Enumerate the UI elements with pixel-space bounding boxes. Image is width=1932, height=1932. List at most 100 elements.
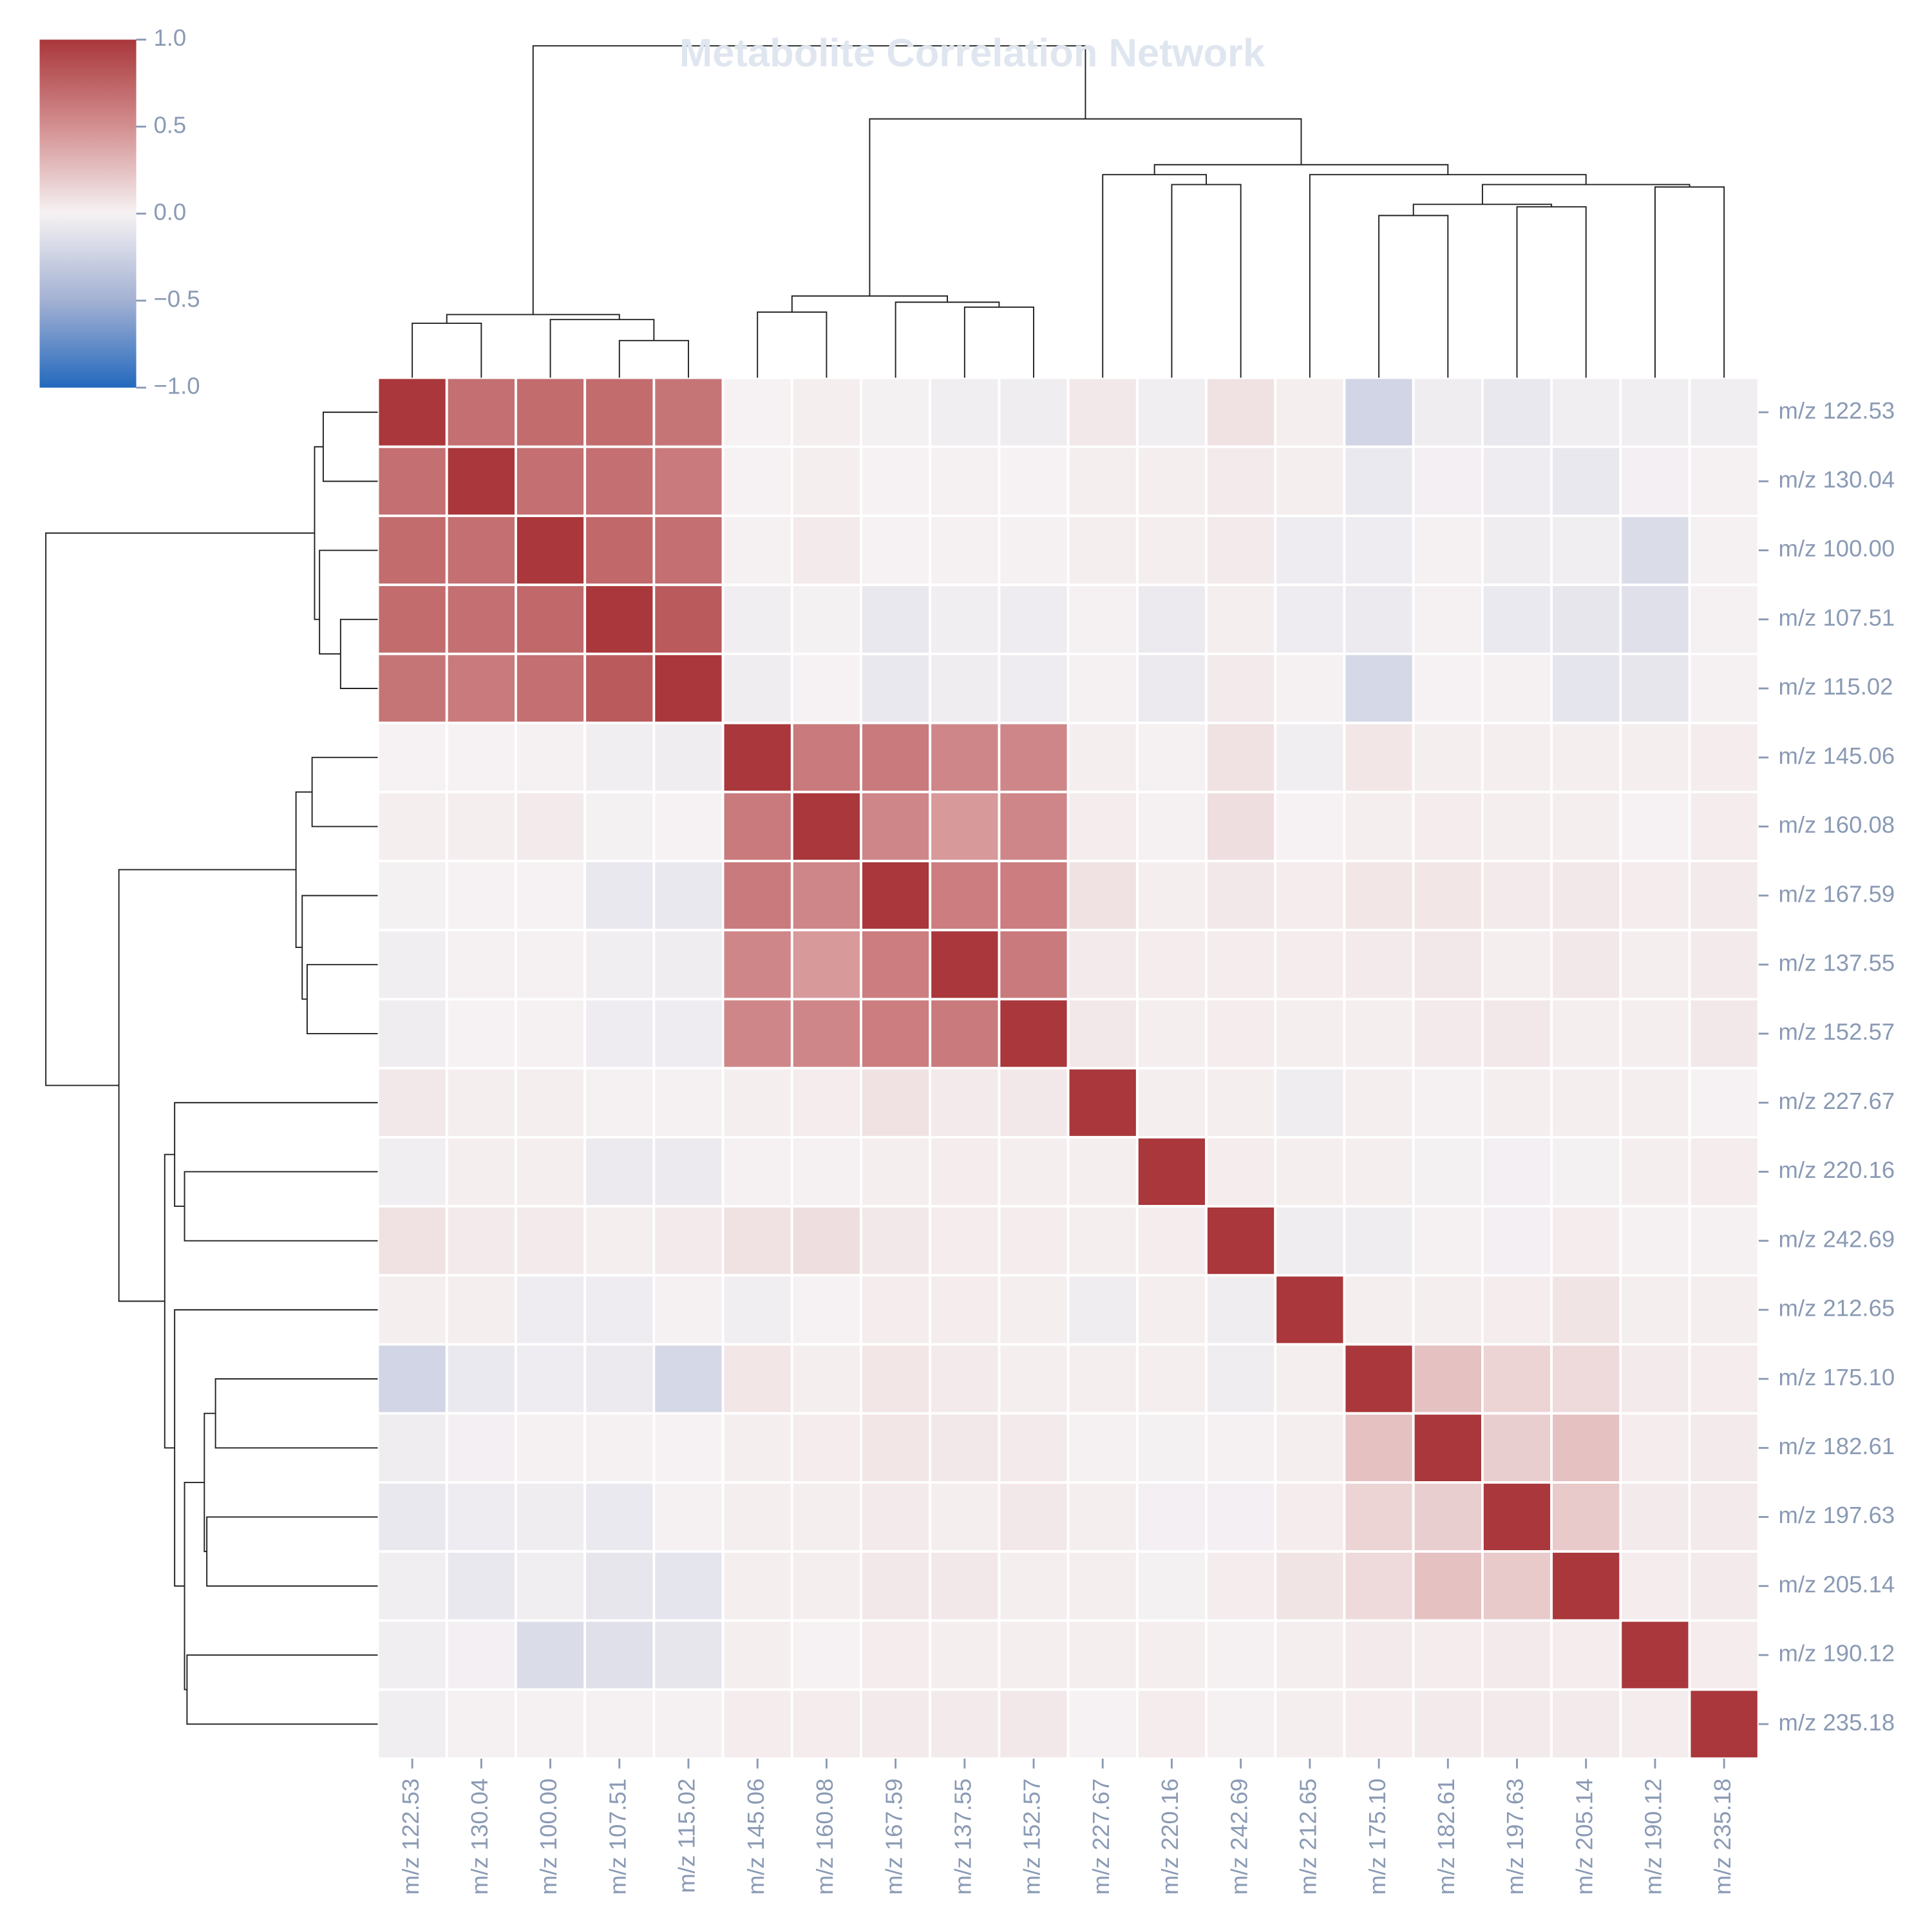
heatmap-cell	[998, 1619, 1070, 1691]
heatmap-cell	[445, 1274, 517, 1346]
heatmap-cell	[721, 790, 793, 862]
heatmap-cell	[1550, 1481, 1622, 1553]
heatmap-cell	[1274, 1135, 1346, 1208]
heatmap-cell	[445, 1135, 517, 1208]
heatmap-cell	[1066, 1688, 1139, 1760]
heatmap-cell	[1688, 376, 1760, 448]
heatmap-cell	[376, 929, 448, 1001]
col-label: m/z 197.63	[1502, 1779, 1528, 1895]
heatmap-cell	[515, 583, 587, 656]
col-label: m/z 242.69	[1226, 1779, 1252, 1895]
heatmap-cell	[790, 1688, 862, 1760]
heatmap-cell	[376, 721, 448, 793]
col-label: m/z 100.00	[535, 1779, 562, 1895]
heatmap-cell	[1343, 1688, 1415, 1760]
heatmap-cell	[652, 515, 724, 587]
heatmap-cell	[790, 1135, 862, 1208]
heatmap-cell	[790, 1481, 862, 1553]
heatmap-cell	[790, 721, 862, 793]
heatmap-cell	[376, 1619, 448, 1691]
heatmap-cell	[515, 860, 587, 932]
heatmap-cell	[860, 376, 932, 448]
heatmap-cell	[721, 1619, 793, 1691]
heatmap-cell	[1135, 1066, 1208, 1139]
heatmap-cell	[652, 1688, 724, 1760]
heatmap-cell	[1481, 1412, 1553, 1484]
heatmap-cell	[1550, 998, 1622, 1070]
heatmap-cell	[445, 998, 517, 1070]
heatmap-cell	[583, 860, 656, 932]
heatmap-cell	[515, 445, 587, 517]
heatmap-cell	[721, 515, 793, 587]
heatmap-cell	[376, 1412, 448, 1484]
heatmap-cell	[1688, 1481, 1760, 1553]
heatmap-cell	[721, 929, 793, 1001]
heatmap-cell	[1135, 790, 1208, 862]
heatmap-cell	[1205, 1343, 1277, 1415]
heatmap-cell	[790, 1274, 862, 1346]
heatmap-cell	[929, 1619, 1001, 1691]
heatmap-cell	[1412, 515, 1484, 587]
heatmap-cell	[860, 1205, 932, 1277]
heatmap-cell	[860, 1343, 932, 1415]
heatmap-cell	[1274, 1550, 1346, 1622]
heatmap-cell	[929, 860, 1001, 932]
heatmap-cell	[1619, 721, 1691, 793]
heatmap-cell	[721, 1412, 793, 1484]
heatmap-cell	[1343, 1412, 1415, 1484]
heatmap-cell	[652, 790, 724, 862]
heatmap-cell	[1066, 1135, 1139, 1208]
heatmap-cell	[1066, 652, 1139, 724]
heatmap-cell	[1205, 445, 1277, 517]
row-label: m/z 175.10	[1779, 1364, 1895, 1390]
heatmap-cell	[1205, 1412, 1277, 1484]
heatmap-cell	[1066, 1274, 1139, 1346]
heatmap-cell	[790, 376, 862, 448]
heatmap-cell	[515, 1205, 587, 1277]
heatmap-cell	[1274, 515, 1346, 587]
heatmap-cell	[1135, 515, 1208, 587]
heatmap-cell	[1412, 998, 1484, 1070]
heatmap-cell	[998, 790, 1070, 862]
heatmap-cell	[583, 929, 656, 1001]
heatmap-cell	[1481, 583, 1553, 656]
heatmap-cell	[515, 929, 587, 1001]
heatmap-cell	[652, 1619, 724, 1691]
heatmap-cell	[1205, 790, 1277, 862]
heatmap-cell	[1343, 1619, 1415, 1691]
heatmap-cell	[515, 1619, 587, 1691]
heatmap-cell	[1343, 1066, 1415, 1139]
heatmap-cell	[790, 652, 862, 724]
heatmap-cell	[1135, 860, 1208, 932]
heatmap-cell	[860, 1066, 932, 1139]
col-label: m/z 145.06	[743, 1779, 769, 1895]
heatmap-cell	[1550, 860, 1622, 932]
heatmap-cell	[445, 860, 517, 932]
heatmap-cell	[1619, 445, 1691, 517]
row-label: m/z 220.16	[1779, 1157, 1895, 1183]
heatmap-cell	[515, 376, 587, 448]
colorbar-tick-label: 1.0	[153, 24, 186, 51]
heatmap-cell	[1412, 1619, 1484, 1691]
heatmap-cell	[790, 1619, 862, 1691]
heatmap-cell	[583, 790, 656, 862]
heatmap-cell	[583, 1688, 656, 1760]
heatmap-cell	[445, 376, 517, 448]
heatmap-cell	[1481, 376, 1553, 448]
heatmap-cell	[1550, 1619, 1622, 1691]
heatmap-cell	[1135, 1412, 1208, 1484]
heatmap-cell	[1550, 1550, 1622, 1622]
heatmap-cell	[652, 929, 724, 1001]
heatmap-cell	[790, 445, 862, 517]
heatmap-cell	[1550, 376, 1622, 448]
heatmap-cell	[652, 1205, 724, 1277]
heatmap-cell	[1135, 1343, 1208, 1415]
heatmap-cell	[1274, 1205, 1346, 1277]
heatmap-cell	[1205, 515, 1277, 587]
heatmap-cell	[1343, 1481, 1415, 1553]
heatmap-cell	[1481, 1135, 1553, 1208]
heatmap-cell	[1343, 1550, 1415, 1622]
heatmap-cell	[1274, 1066, 1346, 1139]
heatmap-cell	[790, 1343, 862, 1415]
col-label: m/z 107.51	[604, 1779, 630, 1895]
